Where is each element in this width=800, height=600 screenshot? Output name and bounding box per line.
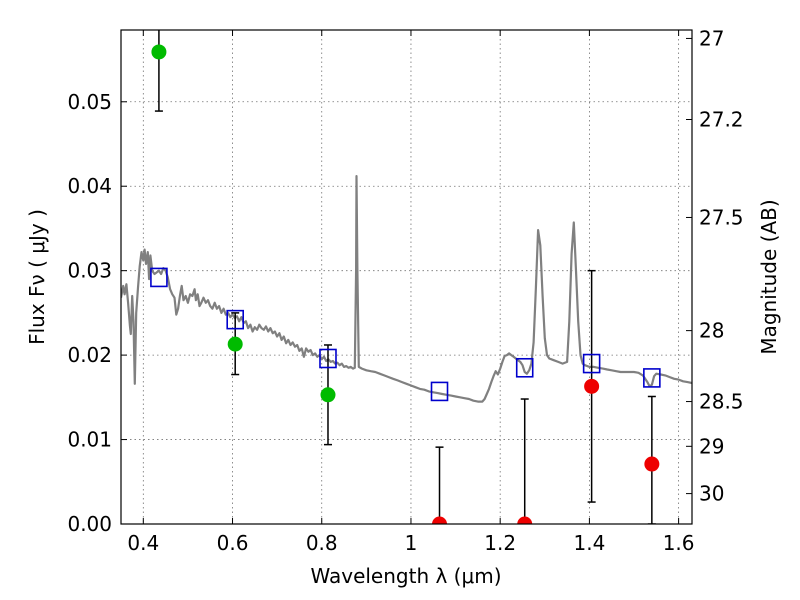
model-photometry-point	[582, 353, 601, 374]
y-tick-label: 0.00	[67, 512, 112, 536]
y-axis-title: Flux Fν ( μJy )	[25, 209, 49, 345]
y2-tick-label: 30	[699, 482, 724, 506]
y-tick-label: 0.03	[67, 259, 112, 283]
y-tick-label: 0.02	[67, 343, 112, 367]
grid-lines	[121, 30, 692, 524]
model-photometry-point	[430, 381, 449, 402]
upper-limit-point	[517, 516, 533, 524]
x-tick-label: 0.6	[217, 531, 249, 555]
model-photometry-point	[150, 267, 168, 288]
upper-limit-point	[432, 516, 448, 524]
x-tick-label: 1.2	[484, 531, 516, 555]
upper-limit-point	[644, 456, 660, 472]
model-photometry-point	[515, 357, 534, 378]
x-tick-label: 1.6	[663, 531, 695, 555]
x-tick-label: 1	[405, 531, 418, 555]
axes: 0.4 0.6 0.8 1 1.2 1.4 1.6 0.00 0.01 0.02 0.03 0.04 0…	[67, 26, 743, 555]
detection-point	[151, 44, 167, 60]
data-layer	[121, 30, 692, 524]
upper-limit-point	[584, 378, 600, 394]
model-photometry-point	[319, 348, 337, 369]
x-tick-label: 1.4	[573, 531, 605, 555]
model-photometry-point	[226, 309, 244, 330]
y2-tick-label: 29	[699, 434, 724, 458]
y2-axis-title: Magnitude (AB)	[757, 199, 781, 354]
model-photometry-point	[643, 368, 661, 388]
y-tick-label: 0.04	[67, 174, 112, 198]
detection-point	[320, 387, 336, 403]
y2-tick-label: 28.5	[699, 390, 744, 414]
detection-point	[227, 336, 243, 352]
plot-area	[121, 30, 692, 524]
model-sed-line	[121, 175, 692, 403]
y-tick-label: 0.05	[67, 90, 112, 114]
x-axis-title: Wavelength λ (μm)	[310, 564, 501, 588]
y2-tick-label: 27.5	[699, 205, 744, 229]
y2-tick-label: 27	[699, 26, 724, 50]
y-tick-label: 0.01	[67, 428, 112, 452]
y2-tick-label: 28	[699, 319, 724, 343]
x-tick-label: 0.8	[306, 531, 338, 555]
y2-tick-label: 27.2	[699, 108, 744, 132]
x-tick-label: 0.4	[127, 531, 159, 555]
plot-frame	[120, 29, 693, 525]
